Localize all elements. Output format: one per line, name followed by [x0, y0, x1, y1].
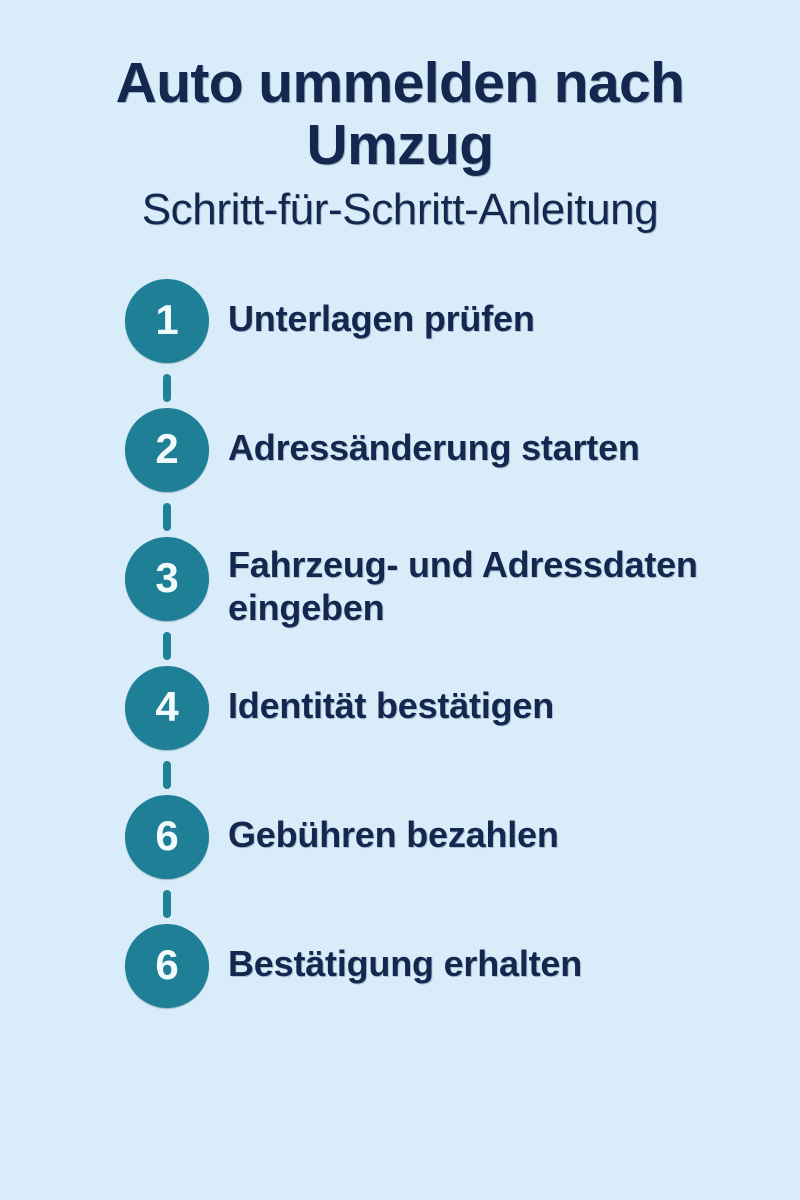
step-label: Gebühren bezahlen	[228, 795, 800, 856]
step-number-badge: 1	[125, 278, 209, 363]
step-marker-column: 4	[0, 665, 211, 795]
title-line-1: Auto ummelden nach	[115, 51, 685, 115]
step-label: Identität bestätigen	[228, 666, 800, 727]
page-subtitle: Schritt-für-Schritt-Anleitung	[141, 185, 659, 235]
list-item: 3 Fahrzeug- und Adressdaten eingeben	[0, 536, 800, 666]
step-connector-dash	[163, 889, 171, 918]
page-title: Auto ummelden nach Umzug	[50, 52, 750, 176]
step-label: Bestätigung erhalten	[228, 924, 800, 985]
list-item: 1 Unterlagen prüfen	[0, 278, 800, 408]
list-item: 6 Bestätigung erhalten	[0, 923, 800, 1053]
step-number: 2	[155, 424, 179, 472]
step-marker-column: 1	[0, 278, 211, 408]
step-number: 4	[155, 682, 179, 730]
step-label-line-1: Gebühren bezahlen	[228, 813, 559, 855]
step-label-line-1: Unterlagen prüfen	[228, 297, 535, 339]
list-item: 2 Adressänderung starten	[0, 407, 800, 537]
step-label-line-1: Fahrzeug- und Adressdaten	[228, 543, 698, 585]
step-number-badge: 3	[125, 536, 209, 621]
step-connector-dash	[163, 373, 171, 402]
step-marker-column: 6	[0, 923, 211, 1053]
step-marker-column: 3	[0, 536, 211, 666]
step-number: 6	[155, 811, 179, 859]
title-line-2: Umzug	[306, 113, 495, 178]
step-label-line-1: Bestätigung erhalten	[228, 942, 583, 984]
step-label: Unterlagen prüfen	[228, 279, 800, 340]
step-connector-dash	[163, 760, 171, 789]
step-list: 1 Unterlagen prüfen 2 Adressänderung sta…	[0, 278, 800, 1053]
step-marker-column: 6	[0, 794, 211, 924]
step-label: Fahrzeug- und Adressdaten eingeben	[228, 537, 800, 629]
step-marker-column: 2	[0, 407, 211, 537]
step-number-badge: 6	[125, 794, 209, 879]
step-number: 1	[155, 295, 179, 343]
step-number-badge: 2	[125, 407, 209, 492]
step-number-badge: 6	[125, 923, 209, 1008]
step-label: Adressänderung starten	[228, 408, 800, 469]
step-connector-dash	[163, 631, 171, 660]
step-label-line-1: Adressänderung starten	[228, 426, 640, 468]
step-number-badge: 4	[125, 665, 209, 750]
step-connector-dash	[163, 502, 171, 531]
poster-header: Auto ummelden nach Umzug Schritt-für-Sch…	[0, 0, 800, 235]
step-label-line-1: Identität bestätigen	[228, 684, 555, 726]
list-item: 4 Identität bestätigen	[0, 665, 800, 795]
step-number: 6	[155, 940, 179, 988]
list-item: 6 Gebühren bezahlen	[0, 794, 800, 924]
step-label-line-2: eingeben	[228, 586, 385, 628]
step-number: 3	[155, 553, 179, 601]
